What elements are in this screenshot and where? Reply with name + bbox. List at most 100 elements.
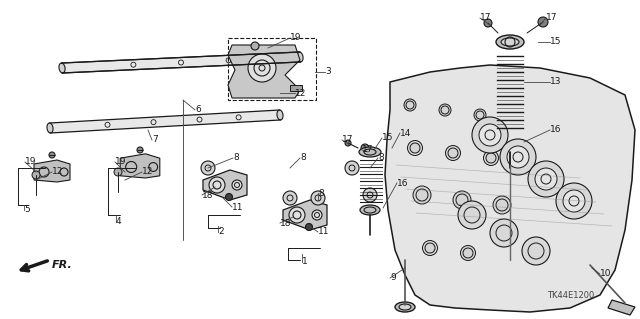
Text: 1: 1 xyxy=(302,257,308,266)
Ellipse shape xyxy=(59,63,65,73)
Text: 19: 19 xyxy=(25,158,36,167)
Ellipse shape xyxy=(395,302,415,312)
Text: TK44E1200: TK44E1200 xyxy=(547,291,595,300)
Circle shape xyxy=(479,124,501,146)
Polygon shape xyxy=(50,110,280,133)
Text: 8: 8 xyxy=(233,153,239,162)
Text: 6: 6 xyxy=(195,106,201,115)
Circle shape xyxy=(49,152,55,158)
Polygon shape xyxy=(203,170,247,200)
Ellipse shape xyxy=(359,147,381,157)
Text: 17: 17 xyxy=(480,13,492,23)
Text: 8: 8 xyxy=(378,153,384,162)
Text: FR.: FR. xyxy=(52,260,73,270)
Text: 18: 18 xyxy=(202,190,214,199)
Polygon shape xyxy=(34,160,70,182)
Text: 8: 8 xyxy=(300,153,306,162)
Ellipse shape xyxy=(501,38,519,46)
Text: 9: 9 xyxy=(390,273,396,283)
Text: 8: 8 xyxy=(318,189,324,197)
Ellipse shape xyxy=(497,138,522,152)
Text: 13: 13 xyxy=(550,78,561,86)
Text: 2: 2 xyxy=(218,227,223,236)
Text: 5: 5 xyxy=(24,205,29,214)
Ellipse shape xyxy=(496,35,524,49)
Text: 15: 15 xyxy=(550,38,561,47)
Circle shape xyxy=(248,54,276,82)
Ellipse shape xyxy=(502,141,518,149)
Ellipse shape xyxy=(399,304,411,310)
Text: 17: 17 xyxy=(342,136,353,145)
Bar xyxy=(290,85,302,91)
Circle shape xyxy=(484,19,492,27)
Text: 11: 11 xyxy=(232,203,243,211)
Text: 12: 12 xyxy=(142,167,154,176)
Circle shape xyxy=(345,140,351,146)
Text: 10: 10 xyxy=(600,270,611,278)
Text: 12: 12 xyxy=(295,88,307,98)
Polygon shape xyxy=(283,200,327,230)
Text: 11: 11 xyxy=(318,227,330,236)
Text: 7: 7 xyxy=(152,136,157,145)
Ellipse shape xyxy=(277,110,283,120)
Circle shape xyxy=(201,161,215,175)
Circle shape xyxy=(361,144,369,152)
Circle shape xyxy=(500,139,536,175)
Circle shape xyxy=(458,201,486,229)
Circle shape xyxy=(493,196,511,214)
Circle shape xyxy=(312,210,322,220)
Text: 16: 16 xyxy=(397,179,408,188)
Circle shape xyxy=(472,117,508,153)
Polygon shape xyxy=(228,45,300,98)
Circle shape xyxy=(114,168,122,176)
Circle shape xyxy=(413,186,431,204)
Circle shape xyxy=(483,151,499,166)
Circle shape xyxy=(538,17,548,27)
Circle shape xyxy=(251,42,259,50)
Circle shape xyxy=(345,161,359,175)
Circle shape xyxy=(137,147,143,153)
Polygon shape xyxy=(608,300,635,315)
Circle shape xyxy=(522,237,550,265)
Text: 17: 17 xyxy=(546,13,557,23)
Text: 14: 14 xyxy=(400,129,412,137)
Text: 15: 15 xyxy=(382,133,394,143)
Text: 18: 18 xyxy=(280,219,291,227)
Text: 19: 19 xyxy=(290,33,301,42)
Circle shape xyxy=(311,191,325,205)
Text: 3: 3 xyxy=(325,68,331,77)
Circle shape xyxy=(283,191,297,205)
Circle shape xyxy=(232,180,242,190)
Text: 16: 16 xyxy=(550,125,561,135)
Circle shape xyxy=(445,145,461,160)
Polygon shape xyxy=(120,154,160,178)
Circle shape xyxy=(535,168,557,190)
Text: 12: 12 xyxy=(52,167,63,176)
Circle shape xyxy=(408,140,422,155)
Circle shape xyxy=(32,171,40,179)
Bar xyxy=(228,38,316,100)
Polygon shape xyxy=(62,52,300,73)
Ellipse shape xyxy=(360,205,380,215)
Circle shape xyxy=(453,191,471,209)
Ellipse shape xyxy=(47,123,53,133)
Text: 19: 19 xyxy=(115,158,127,167)
Circle shape xyxy=(305,224,312,231)
Text: 17: 17 xyxy=(362,145,374,154)
Circle shape xyxy=(404,99,416,111)
Ellipse shape xyxy=(297,52,303,62)
Circle shape xyxy=(439,104,451,116)
Circle shape xyxy=(507,146,529,168)
Circle shape xyxy=(556,183,592,219)
Circle shape xyxy=(289,207,305,223)
Circle shape xyxy=(363,188,377,202)
Circle shape xyxy=(209,177,225,193)
Text: 4: 4 xyxy=(116,218,122,226)
Polygon shape xyxy=(385,65,635,312)
Circle shape xyxy=(490,219,518,247)
Circle shape xyxy=(528,161,564,197)
Circle shape xyxy=(563,190,585,212)
Circle shape xyxy=(225,194,232,201)
Circle shape xyxy=(474,109,486,121)
Circle shape xyxy=(422,241,438,256)
